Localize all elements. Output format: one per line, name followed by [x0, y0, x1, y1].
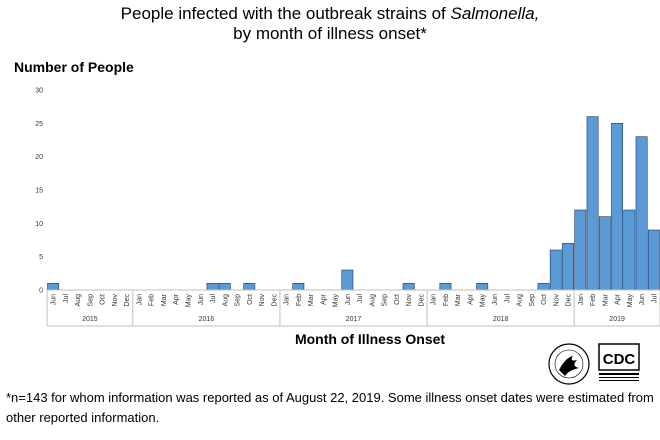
bar: [537, 283, 550, 291]
x-axis-label: Month of Illness Onset: [294, 331, 446, 347]
bar: [574, 209, 587, 291]
bar: [562, 243, 574, 291]
y-tick-label: 10: [35, 221, 43, 228]
x-tick-label: Jun: [345, 294, 352, 305]
y-tick-label: 15: [35, 188, 43, 195]
x-tick-label: Dec: [418, 294, 425, 307]
chart-title-line1: People infected with the outbreak strain…: [120, 4, 540, 23]
bar: [47, 283, 60, 291]
footnote-line1: *n=143 for whom information was reported…: [6, 390, 654, 405]
x-tick-label: Jul: [504, 294, 511, 303]
x-tick-label: Apr: [173, 293, 180, 305]
x-tick-label: Aug: [222, 294, 229, 307]
bar: [243, 283, 256, 291]
x-tick-label: Aug: [517, 294, 524, 307]
x-tick-label: Jan: [431, 294, 438, 305]
x-tick-label: Oct: [247, 294, 254, 305]
bar: [635, 136, 648, 291]
x-tick-label: Mar: [602, 293, 609, 306]
bar: [623, 209, 636, 291]
x-tick-label: Jan: [136, 294, 143, 305]
bar: [218, 283, 231, 291]
x-tick-label: May: [627, 294, 634, 308]
x-tick-label: Dec: [271, 294, 278, 307]
chart-title-line2: by month of illness onset*: [233, 24, 427, 43]
x-tick-label: May: [333, 294, 340, 308]
year-label: 2016: [199, 316, 215, 323]
x-tick-label: Jul: [63, 294, 70, 303]
x-tick-label: May: [480, 294, 487, 308]
x-tick-label: Feb: [590, 294, 597, 306]
hhs-eagle-seal-icon: [548, 343, 590, 385]
y-tick-label: 20: [35, 154, 43, 161]
y-tick-label: 5: [39, 254, 43, 261]
bar: [402, 283, 415, 291]
x-tick-label: Apr: [320, 293, 327, 305]
x-tick-label: Sep: [382, 294, 389, 307]
x-tick-label: Feb: [296, 294, 303, 306]
bar: [611, 123, 624, 291]
year-label: 2015: [82, 316, 98, 323]
bar: [647, 229, 660, 291]
x-tick-label: Nov: [406, 294, 413, 307]
chart-title: People infected with the outbreak strain…: [0, 4, 660, 44]
x-tick-label: May: [185, 294, 192, 308]
x-tick-label: Oct: [541, 294, 548, 305]
x-tick-label: Dec: [124, 294, 131, 307]
x-tick-label: Sep: [529, 294, 536, 307]
bar: [586, 116, 599, 291]
x-tick-label: Mar: [308, 293, 315, 306]
x-tick-label: Feb: [149, 294, 156, 306]
y-axis-label: Number of People: [14, 59, 134, 75]
logos: CDC: [547, 340, 647, 388]
x-tick-label: Jun: [639, 294, 646, 305]
x-tick-label: Oct: [394, 294, 401, 305]
bar: [549, 249, 562, 291]
x-tick-label: Feb: [443, 294, 450, 306]
y-tick-label: 25: [35, 121, 43, 128]
footnote: *n=143 for whom information was reported…: [6, 388, 656, 428]
bar: [598, 216, 611, 291]
cdc-logo: CDC: [598, 343, 640, 381]
year-label: 2017: [346, 316, 362, 323]
x-tick-label: Nov: [553, 294, 560, 307]
x-tick-label: Sep: [87, 294, 94, 307]
x-tick-label: Mar: [455, 293, 462, 306]
x-tick-label: Jun: [198, 294, 205, 305]
x-tick-label: Dec: [566, 294, 573, 307]
x-tick-label: Apr: [615, 293, 622, 305]
year-label: 2019: [609, 316, 625, 323]
x-tick-label: Jan: [284, 294, 291, 305]
x-tick-label: Mar: [161, 293, 168, 306]
x-tick-label: Sep: [235, 294, 242, 307]
x-tick-label: Aug: [369, 294, 376, 307]
year-label: 2018: [493, 316, 509, 323]
x-tick-label: Apr: [467, 293, 474, 305]
y-tick-label: 0: [39, 288, 43, 295]
x-tick-label: Oct: [100, 294, 107, 305]
x-tick-label: Jul: [357, 294, 364, 303]
footnote-line2: other reported information.: [6, 410, 160, 425]
x-tick-label: Jun: [51, 294, 58, 305]
x-tick-label: Jan: [578, 294, 585, 305]
bar: [439, 283, 452, 291]
x-tick-label: Jul: [210, 294, 217, 303]
bar: [476, 283, 489, 291]
bar: [292, 283, 305, 291]
cdc-logo-text: CDC: [603, 351, 636, 368]
bar: [341, 269, 354, 291]
x-tick-label: Jun: [492, 294, 499, 305]
y-tick-label: 30: [35, 88, 43, 95]
x-tick-label: Nov: [259, 294, 266, 307]
x-tick-label: Jul: [651, 294, 658, 303]
x-tick-label: Nov: [112, 294, 119, 307]
bar: [206, 283, 219, 291]
x-tick-label: Aug: [75, 294, 82, 307]
